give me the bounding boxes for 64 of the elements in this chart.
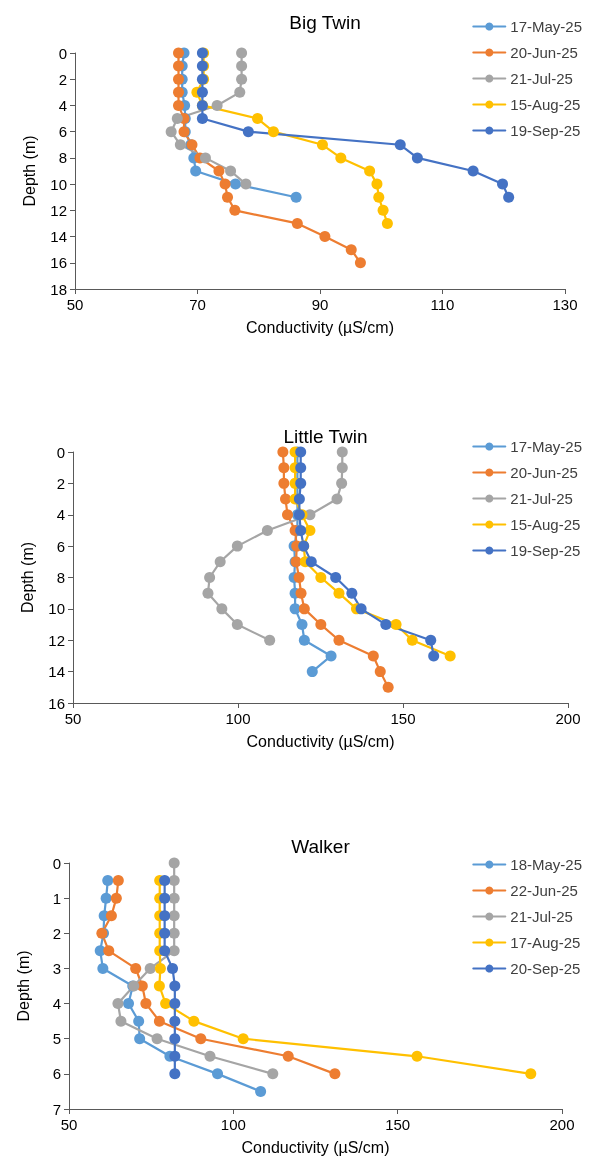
legend-label: 19-Sep-25 [510,542,581,559]
x-tick-label: 110 [430,296,455,313]
legend-label: 20-Sep-25 [510,960,581,977]
legend-label: 17-May-25 [510,438,583,455]
x-axis-title: Conductivity (µS/cm) [241,1138,390,1156]
y-tick-label: 18 [50,280,67,298]
y-axis-title: Depth (m) [14,950,32,1022]
y-tick-label: 0 [56,443,65,461]
chart-title: Big Twin [289,12,361,33]
y-tick-label: 4 [56,506,65,524]
x-tick-label: 100 [225,710,251,727]
y-tick-label: 10 [48,600,65,618]
y-tick-label: 4 [58,96,67,114]
y-axis-title: Depth (m) [20,135,38,207]
y-tick-label: 14 [48,663,65,681]
y-tick-label: 8 [58,149,67,167]
y-tick-label: 8 [56,569,65,586]
y-tick-label: 6 [52,1065,61,1083]
x-tick-label: 130 [552,296,578,313]
x-axis-title: Conductivity (µS/cm) [246,732,395,750]
x-tick-label: 50 [60,1116,78,1133]
y-tick-label: 3 [52,959,61,977]
x-tick-label: 200 [555,710,581,727]
y-tick-label: 0 [52,854,61,872]
y-tick-label: 16 [50,254,67,272]
legend-label: 15-Aug-25 [510,96,581,113]
legend-label: 18-May-25 [510,856,583,873]
x-tick-label: 100 [220,1116,246,1133]
y-tick-label: 6 [56,537,65,555]
legend-label: 21-Jul-25 [510,490,573,507]
y-tick-label: 7 [52,1100,61,1118]
y-tick-label: 14 [50,228,67,246]
legend-label: 17-Aug-25 [510,934,581,951]
legend-label: 19-Sep-25 [510,122,581,139]
y-tick-label: 12 [50,201,67,219]
x-tick-label: 50 [66,296,84,313]
y-tick-label: 4 [52,995,61,1013]
y-tick-label: 0 [58,44,67,62]
legend-label: 20-Jun-25 [510,44,578,61]
y-tick-label: 12 [48,631,65,649]
chart-title: Little Twin [283,426,368,447]
y-tick-label: 6 [58,123,67,141]
y-tick-label: 2 [52,924,61,942]
x-tick-label: 150 [390,710,416,727]
x-tick-label: 90 [311,296,329,313]
y-axis-title: Depth (m) [18,541,36,614]
legend-label: 15-Aug-25 [510,516,581,533]
x-tick-label: 200 [549,1116,575,1133]
y-tick-label: 10 [50,175,67,193]
legend-label: 22-Jun-25 [510,882,578,899]
x-axis-title: Conductivity (µS/cm) [246,318,394,336]
y-tick-label: 2 [56,474,65,492]
legend-label: 20-Jun-25 [510,464,578,481]
x-tick-label: 70 [189,296,206,313]
y-tick-label: 1 [52,889,61,907]
legend-label: 21-Jul-25 [510,70,573,87]
x-tick-label: 150 [385,1116,411,1133]
x-tick-label: 50 [64,710,82,727]
y-tick-label: 2 [58,70,67,88]
legend-label: 21-Jul-25 [510,908,573,925]
y-tick-label: 16 [48,694,65,712]
chart-title: Walker [291,836,351,857]
y-tick-label: 5 [52,1030,61,1048]
legend-label: 17-May-25 [510,18,583,35]
